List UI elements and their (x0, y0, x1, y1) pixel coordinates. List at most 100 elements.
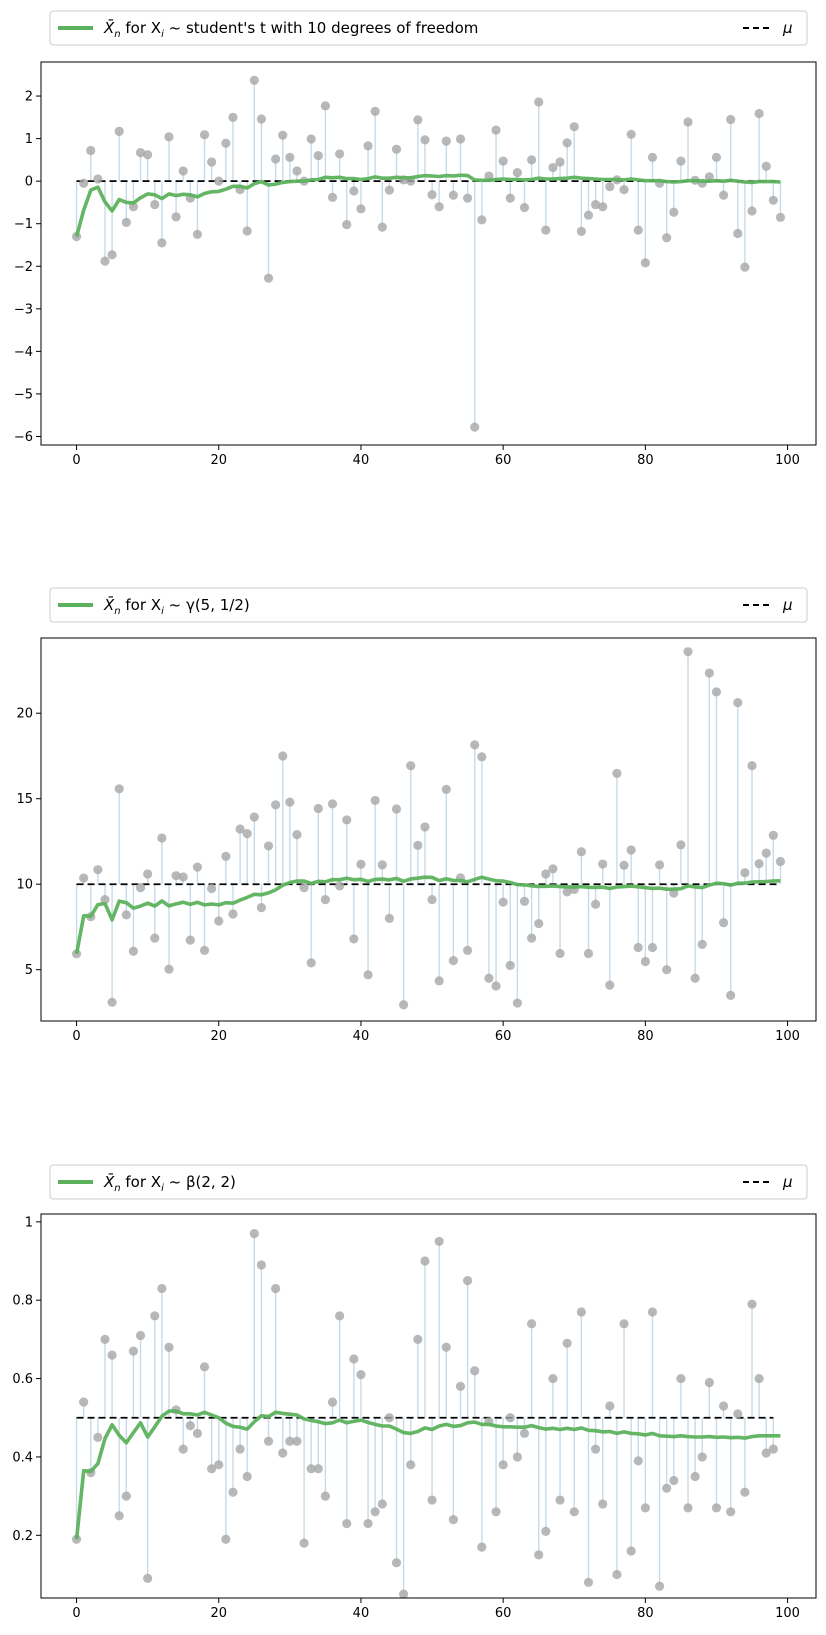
sample-point (463, 945, 473, 955)
sample-point (576, 847, 586, 857)
sample-point (718, 1401, 729, 1411)
y-tick-label: 10 (16, 878, 33, 893)
sample-point (107, 1350, 117, 1360)
sample-points (71, 1228, 778, 1599)
sample-point (235, 1444, 245, 1454)
sample-point (662, 233, 672, 243)
sample-point (178, 166, 188, 176)
running-mean-line (74, 875, 781, 955)
sample-stems (75, 651, 782, 1005)
sample-point (135, 1330, 146, 1341)
sample-point (747, 1299, 757, 1309)
sample-point (256, 903, 267, 913)
sample-point (647, 152, 658, 162)
sample-point (413, 840, 423, 851)
sample-point (143, 150, 153, 160)
sample-point (399, 1000, 409, 1010)
legend-mu-label: μ (782, 1173, 793, 1191)
sample-point (356, 859, 366, 869)
legend-mean-sub-n: n (114, 606, 120, 617)
x-tick-label: 0 (72, 1029, 80, 1044)
sample-point (406, 1460, 416, 1470)
legend-mean-label: X̄n for Xi ~ student's t with 10 degrees… (103, 18, 478, 40)
sample-point (541, 1526, 551, 1536)
legend: X̄n for Xi ~ student's t with 10 degrees… (49, 10, 808, 46)
x-tick-label: 0 (72, 453, 80, 468)
sample-point (470, 1366, 480, 1376)
sample-point (128, 946, 139, 956)
legend-mean-label: X̄n for Xi ~ γ(5, 1/2) (103, 595, 250, 617)
sample-point (150, 933, 160, 943)
sample-point (391, 144, 402, 154)
sample-point (192, 1428, 203, 1439)
sample-point (406, 761, 416, 771)
sample-points (71, 75, 786, 432)
sample-point (498, 897, 508, 907)
sample-point (726, 990, 736, 1000)
y-tick-label: 5 (25, 963, 33, 978)
sample-point (263, 273, 274, 283)
sample-point (562, 138, 572, 148)
sample-point (548, 864, 558, 874)
legend: X̄n for Xi ~ γ(5, 1/2) μ (49, 587, 808, 623)
sample-point (150, 199, 160, 210)
sample-point (335, 881, 345, 891)
sample-point (370, 106, 380, 116)
legend-mean-sub-i: i (161, 29, 164, 40)
sample-point (413, 1334, 423, 1344)
sample-point (669, 1475, 679, 1486)
sample-point (583, 948, 594, 959)
sample-point (221, 138, 231, 148)
sample-point (292, 830, 302, 840)
sample-point (271, 1283, 281, 1294)
sample-stems (75, 1233, 775, 1595)
y-tick-label: −3 (14, 302, 33, 317)
sample-point (79, 873, 89, 883)
sample-point (491, 125, 501, 135)
sample-point (662, 965, 672, 975)
sample-point (612, 1569, 622, 1580)
sample-point (662, 1483, 672, 1493)
sample-point (612, 768, 622, 779)
sample-point (534, 1550, 544, 1560)
sample-point (79, 178, 89, 188)
sample-point (775, 212, 786, 222)
legend-mean-suffix: ~ student's t with 10 degrees of freedom (164, 19, 479, 37)
legend-mean-sub-i: i (161, 606, 164, 617)
chart-panel-1: X̄n for Xi ~ student's t with 10 degrees… (14, 10, 817, 468)
sample-point (285, 797, 295, 807)
sample-point (633, 225, 643, 235)
sample-point (640, 1503, 650, 1513)
sample-point (370, 795, 380, 806)
sample-point (327, 192, 338, 202)
sample-point (100, 256, 110, 266)
sample-point (71, 1534, 82, 1544)
sample-point (512, 168, 522, 178)
y-tick-label: 15 (16, 792, 33, 807)
x-tick-label: 40 (353, 1029, 370, 1044)
y-tick-label: 0.6 (12, 1372, 33, 1387)
sample-point (349, 934, 359, 944)
sample-point (121, 910, 131, 920)
sample-point (747, 761, 757, 771)
sample-point (647, 1307, 658, 1317)
sample-point (178, 872, 188, 882)
sample-point (534, 97, 544, 107)
sample-point (306, 1464, 316, 1474)
sample-point (583, 1577, 594, 1587)
legend-mean-sub-n: n (114, 1183, 120, 1194)
sample-point (349, 1354, 359, 1364)
sample-point (463, 1276, 473, 1286)
sample-point (434, 976, 444, 986)
sample-point (207, 157, 217, 167)
sample-point (519, 896, 530, 906)
sample-point (569, 122, 579, 132)
sample-point (598, 202, 608, 212)
sample-point (619, 860, 629, 871)
sample-point (768, 830, 778, 840)
sample-point (576, 226, 586, 236)
sample-point (491, 981, 501, 991)
sample-point (143, 1573, 153, 1584)
sample-point (548, 1373, 558, 1384)
axes-frame (40, 61, 817, 446)
